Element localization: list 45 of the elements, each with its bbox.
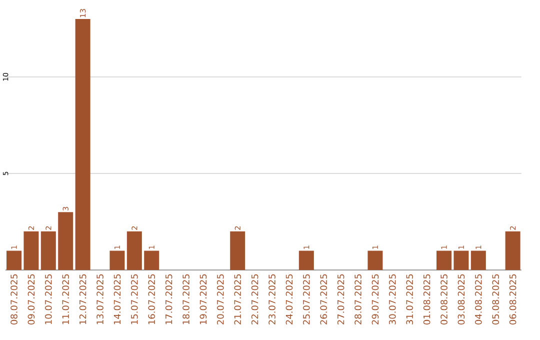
bar <box>110 250 125 270</box>
x-tick-label: 05.08.2025 <box>492 274 500 324</box>
x-tick-label: 09.07.2025 <box>28 274 35 324</box>
x-tick-label: 31.07.2025 <box>406 274 414 324</box>
x-tick-label: 29.07.2025 <box>372 274 379 324</box>
x-tick-label: 26.07.2025 <box>320 274 328 324</box>
x-tick-label: 04.08.2025 <box>475 274 482 324</box>
x-tick-label: 02.08.2025 <box>440 274 448 324</box>
x-tick-label: 11.07.2025 <box>62 274 70 324</box>
x-tick-label: 20.07.2025 <box>217 274 224 324</box>
x-tick-label: 13.07.2025 <box>96 274 104 324</box>
bar <box>24 231 39 270</box>
x-tick-label: 06.08.2025 <box>509 274 516 324</box>
x-tick-label: 25.07.2025 <box>303 274 310 324</box>
bar <box>230 231 246 270</box>
bar <box>368 250 383 270</box>
x-tick-label: 28.07.2025 <box>354 274 362 324</box>
x-tick-label: 24.07.2025 <box>286 274 293 324</box>
bar <box>454 250 469 270</box>
x-tick-label: 19.07.2025 <box>200 274 207 324</box>
bar <box>126 231 142 270</box>
x-tick-label: 27.07.2025 <box>337 274 344 324</box>
x-tick-label: 30.07.2025 <box>389 274 396 324</box>
x-tick-label: 12.07.2025 <box>79 274 86 324</box>
bar <box>298 250 314 270</box>
x-tick-label: 01.08.2025 <box>423 274 430 324</box>
bar <box>505 231 520 270</box>
bar <box>58 212 74 270</box>
x-tick-label: 08.07.2025 <box>10 274 18 324</box>
x-tick-label: 14.07.2025 <box>114 274 121 324</box>
x-tick-label: 23.07.2025 <box>268 274 276 324</box>
x-tick-label: 18.07.2025 <box>182 274 190 324</box>
x-tick-label: 10.07.2025 <box>44 274 52 324</box>
x-tick-label: 03.08.2025 <box>458 274 465 324</box>
bar <box>40 231 56 270</box>
bar <box>144 250 160 270</box>
x-tick-label: 21.07.2025 <box>234 274 242 324</box>
x-tick-label: 15.07.2025 <box>131 274 138 324</box>
bar <box>470 250 486 270</box>
bar <box>436 250 452 270</box>
x-tick-label: 17.07.2025 <box>165 274 172 324</box>
bar <box>75 18 90 270</box>
x-tick-label: 16.07.2025 <box>148 274 156 324</box>
bar <box>6 250 22 270</box>
x-tick-label: 22.07.2025 <box>251 274 258 324</box>
